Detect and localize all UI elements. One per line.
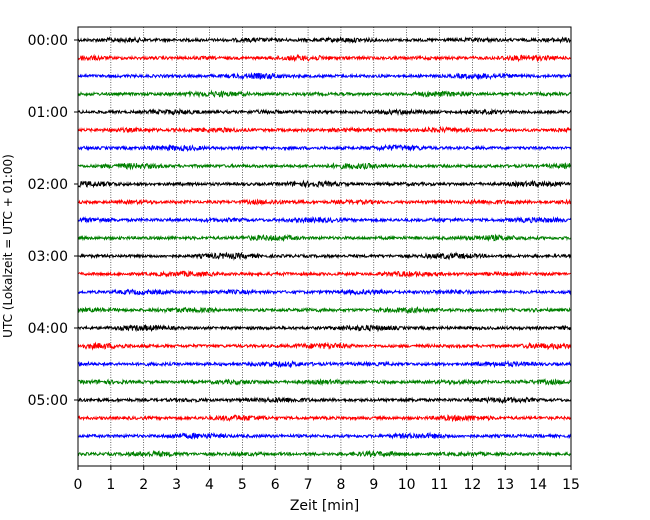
trace-00:30: [77, 71, 572, 81]
x-axis-ticks: 0 1 2 3 4 5 6 7 8 9 10 11 12 13 14 15: [74, 466, 580, 493]
trace-01:15: [77, 125, 572, 134]
x-tick-label-8: 8: [336, 477, 345, 493]
x-tick-label-7: 7: [304, 477, 313, 493]
x-tick-label-1: 1: [106, 477, 115, 493]
x-tick-label-5: 5: [238, 477, 247, 493]
trace-02:00: [77, 179, 572, 189]
trace-03:00: [77, 251, 572, 261]
trace-02:15: [77, 198, 572, 206]
x-tick-label-10: 10: [398, 477, 416, 493]
x-tick-label-14: 14: [529, 477, 547, 493]
x-tick-label-2: 2: [139, 477, 148, 493]
trace-04:15: [77, 341, 572, 351]
x-tick-label-3: 3: [172, 477, 181, 493]
x-tick-label-11: 11: [431, 477, 449, 493]
trace-03:30: [77, 288, 572, 296]
x-axis-label: Zeit [min]: [290, 498, 359, 514]
trace-00:00: [77, 35, 572, 44]
trace-03:15: [77, 270, 572, 279]
y-tick-label-03:00: 03:00: [28, 249, 68, 265]
trace-00:15: [77, 53, 572, 63]
y-tick-label-05:00: 05:00: [28, 393, 68, 409]
trace-04:00: [77, 324, 572, 333]
trace-02:30: [77, 215, 572, 224]
x-tick-label-15: 15: [562, 477, 580, 493]
x-tick-label-12: 12: [463, 477, 481, 493]
trace-04:45: [77, 377, 572, 387]
y-tick-label-04:00: 04:00: [28, 321, 68, 337]
x-tick-label-9: 9: [369, 477, 378, 493]
trace-04:30: [77, 359, 572, 369]
trace-00:45: [77, 89, 572, 99]
y-tick-label-00:00: 00:00: [28, 33, 68, 49]
trace-05:30: [77, 431, 572, 440]
trace-02:45: [77, 233, 572, 243]
trace-01:45: [77, 162, 572, 171]
y-tick-label-01:00: 01:00: [28, 105, 68, 121]
vertical-grid-lines: [110, 27, 539, 466]
x-tick-label-0: 0: [74, 477, 83, 493]
trace-03:45: [77, 306, 572, 315]
y-axis-ticks: 00:00 01:00 02:00 03:00 04:00 05:00: [28, 33, 78, 409]
trace-01:30: [77, 143, 572, 152]
seismogram-traces: [77, 35, 572, 458]
trace-05:00: [77, 396, 572, 405]
x-tick-label-6: 6: [271, 477, 280, 493]
y-axis-label: UTC (Lokalzeit = UTC + 01:00): [1, 154, 15, 338]
plot-frame: [77, 26, 572, 467]
trace-05:45: [77, 449, 572, 458]
x-tick-label-4: 4: [205, 477, 214, 493]
trace-05:15: [77, 414, 572, 423]
y-tick-label-02:00: 02:00: [28, 177, 68, 193]
x-tick-label-13: 13: [496, 477, 514, 493]
trace-01:00: [77, 107, 572, 117]
